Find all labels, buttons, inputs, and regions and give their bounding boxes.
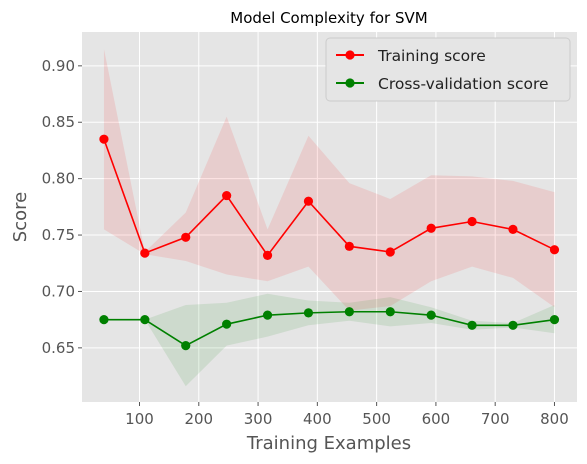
point-cross-validation: [385, 307, 395, 317]
point-training: [549, 245, 560, 255]
point-training: [467, 216, 477, 227]
x-tick-label: 500: [362, 410, 391, 428]
legend-marker-training: [345, 50, 355, 60]
y-tick-label: 0.80: [42, 170, 75, 188]
point-cross-validation: [262, 310, 273, 320]
x-tick-label: 200: [184, 410, 213, 428]
point-cross-validation: [99, 315, 109, 325]
band-cross-validation: [103, 293, 555, 387]
y-tick-label: 0.90: [42, 57, 75, 75]
legend-box: [325, 37, 571, 102]
x-tick-label: 700: [481, 410, 510, 428]
x-tick-label: 800: [540, 410, 569, 428]
point-training: [262, 250, 273, 260]
x-tick-label: 600: [422, 410, 451, 428]
point-training: [344, 241, 354, 251]
point-cross-validation: [508, 320, 518, 330]
point-cross-validation: [140, 315, 150, 325]
score-lines: [103, 138, 555, 347]
point-training: [426, 223, 436, 233]
point-cross-validation: [222, 319, 232, 329]
x-tick-labels: 100 200 300 400 500 600 700 800: [125, 402, 569, 428]
point-training: [508, 224, 518, 235]
line-cross-validation: [103, 310, 555, 347]
chart-title: Model Complexity for SVM: [230, 9, 427, 27]
x-tick-label: 400: [303, 410, 332, 428]
score-bands: [103, 48, 555, 387]
point-training: [99, 134, 109, 144]
y-tick-label: 0.65: [42, 339, 75, 357]
point-cross-validation: [467, 320, 477, 330]
point-training: [181, 232, 191, 242]
band-training: [103, 48, 555, 311]
y-axis-label: Score: [10, 192, 31, 242]
y-tick-label: 0.75: [42, 226, 75, 244]
point-cross-validation: [549, 315, 560, 325]
point-cross-validation: [303, 308, 314, 318]
x-tick-label: 100: [125, 410, 154, 428]
point-cross-validation: [181, 340, 191, 351]
legend: Training score Cross-validation score: [325, 37, 571, 102]
y-tick-labels: 0.65 0.70 0.75 0.80 0.85 0.90: [42, 57, 82, 357]
legend-label-cross-validation: Cross-validation score: [378, 75, 549, 93]
point-training: [222, 190, 232, 201]
point-cross-validation: [344, 307, 354, 317]
y-tick-label: 0.85: [42, 113, 75, 131]
x-tick-label: 300: [244, 410, 273, 428]
score-points: [99, 134, 560, 351]
point-training: [385, 247, 395, 257]
point-training: [303, 196, 314, 206]
x-axis-label: Training Examples: [246, 433, 411, 454]
point-training: [140, 248, 150, 258]
legend-label-training: Training score: [377, 47, 486, 65]
point-cross-validation: [426, 310, 436, 320]
y-tick-label: 0.70: [42, 282, 75, 300]
line-training: [103, 138, 555, 257]
legend-marker-cross-validation: [345, 78, 355, 88]
